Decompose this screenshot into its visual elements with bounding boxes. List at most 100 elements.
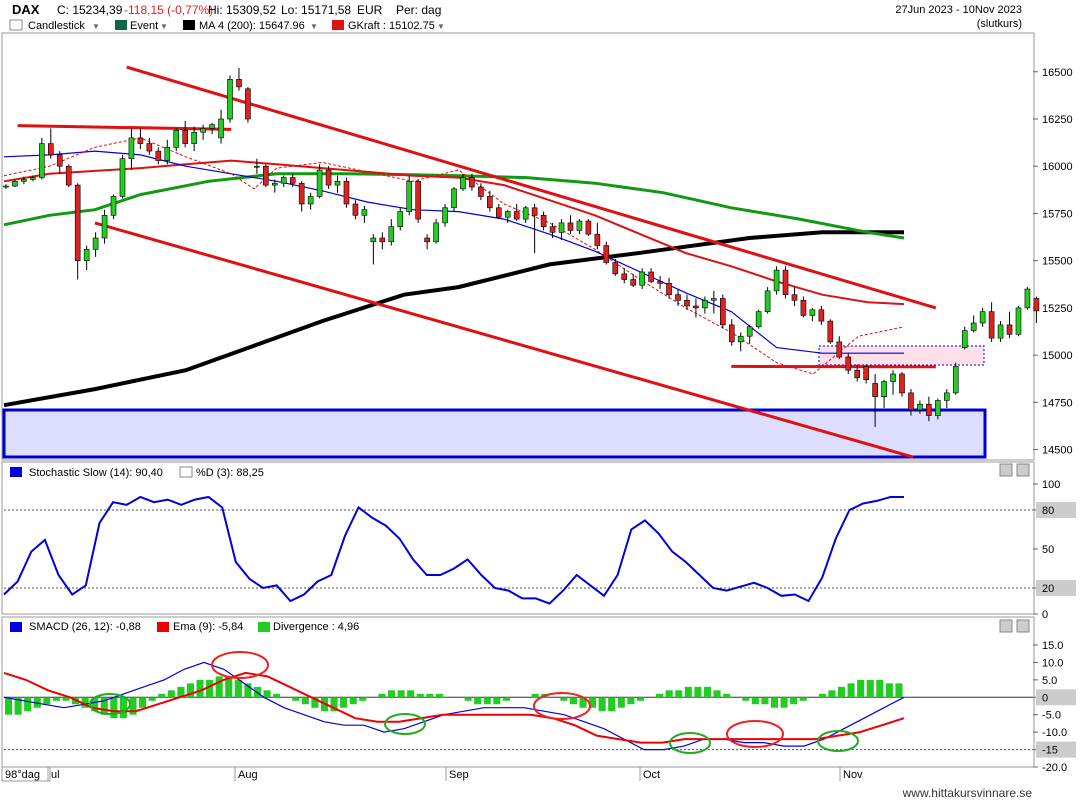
annotation-ellipse <box>89 693 131 715</box>
candle-body <box>200 128 206 133</box>
divergence-bar <box>761 697 769 705</box>
legend-event[interactable]: Event <box>130 20 158 32</box>
divergence-bar <box>292 697 300 701</box>
divergence-bar <box>244 683 252 698</box>
series-blue-ma <box>3 150 904 354</box>
dropdown-icon[interactable]: ▼ <box>310 22 318 31</box>
divergence-bar <box>790 697 798 705</box>
candle-body <box>263 165 269 186</box>
candle-body <box>406 181 413 212</box>
divergence-bar <box>129 697 137 715</box>
divergence-bar <box>148 697 156 701</box>
divergence-bar <box>608 697 616 712</box>
series-channel-lower <box>94 221 914 459</box>
stoch-tick-label: 20 <box>1042 583 1054 595</box>
divergence-bar <box>24 697 32 712</box>
candle-body <box>818 309 825 322</box>
lo: Lo: 15171,58 <box>281 3 351 17</box>
candle-body <box>146 143 153 152</box>
candle-body <box>576 220 583 231</box>
main-axis: 14500 14750 15000 15250 15500 15750 16000 16250… <box>1033 67 1073 457</box>
divergence-bar <box>330 697 338 712</box>
divergence-bar <box>464 697 472 701</box>
currency: EUR <box>357 3 383 17</box>
candle-body <box>460 177 466 190</box>
candle-body <box>173 130 180 148</box>
legend-ema: Ema (9): -5,84 <box>173 621 243 633</box>
divergence-bar <box>656 693 664 698</box>
period: Per: dag <box>396 3 441 17</box>
candle-body <box>728 324 735 343</box>
candle-body <box>666 283 672 295</box>
candle-body <box>83 249 90 261</box>
candle-body <box>343 181 350 205</box>
divergence-bar <box>675 690 683 698</box>
legend-candlestick[interactable]: Candlestick <box>28 20 85 32</box>
divergence-bar <box>263 690 271 698</box>
divergence-bar <box>215 676 223 698</box>
divergence-bar <box>560 697 568 701</box>
candle-body <box>809 309 816 316</box>
candle-body <box>92 237 99 250</box>
divergence-bar <box>52 697 60 701</box>
candle-body <box>280 177 287 184</box>
candle-body <box>531 207 538 216</box>
smacd-line <box>3 661 905 751</box>
candle-body <box>639 271 645 286</box>
candle-body <box>478 186 484 197</box>
legend-stoch: Stochastic Slow (14): 90,40 <box>29 467 163 479</box>
divergence-bar <box>91 697 99 712</box>
candle-body <box>487 196 493 209</box>
candle-body <box>352 203 359 216</box>
candle-body <box>289 177 296 184</box>
candle-body <box>3 185 9 188</box>
annotation-ellipse <box>669 732 711 754</box>
dropdown-icon[interactable]: ▼ <box>160 22 168 31</box>
candle-body <box>961 330 968 348</box>
divergence-bar <box>866 679 874 698</box>
divergence-bar <box>196 679 204 698</box>
month-label: ul <box>51 769 60 781</box>
candle-body <box>65 165 72 186</box>
divergence-bar <box>703 686 712 698</box>
candle-body <box>908 392 914 411</box>
legend-ma[interactable]: MA 4 (200): 15647.96 <box>199 20 305 32</box>
divergence-bar <box>43 697 51 705</box>
divergence-bar <box>311 697 319 708</box>
divergence-bar <box>770 697 779 708</box>
panel-tools[interactable] <box>999 463 1030 633</box>
legend-smacd: SMACD (26, 12): -0,88 <box>29 621 141 633</box>
candle-body <box>612 262 619 275</box>
dropdown-icon[interactable]: ▼ <box>437 22 445 31</box>
main-panel <box>1 32 1035 461</box>
candle-body <box>209 124 215 129</box>
legend-pctd: %D (3): 88,25 <box>196 467 264 479</box>
candle-body <box>791 294 798 301</box>
smacd-tick-label: -20.0 <box>1042 762 1067 774</box>
dropdown-icon[interactable]: ▼ <box>92 22 100 31</box>
divergence-bar <box>225 676 233 698</box>
candle-body <box>890 373 896 382</box>
divergence-bar <box>751 697 759 705</box>
month-label: Aug <box>238 769 258 781</box>
legend-gkraft[interactable]: GKraft : 15102.75 <box>348 20 435 32</box>
ema-line <box>3 671 905 744</box>
candle-body <box>764 290 771 312</box>
divergence-bar <box>110 697 118 719</box>
candle-body <box>603 245 610 263</box>
annotation-ellipse <box>384 713 426 735</box>
candle-body <box>585 220 592 235</box>
candle-body <box>917 403 923 411</box>
candle-body <box>39 143 45 178</box>
divergence-bar <box>177 686 185 698</box>
candle-body <box>540 215 547 227</box>
stoch-series: 0 20 50 80 100 <box>3 479 1076 621</box>
candle-body <box>675 294 681 301</box>
main-legend: Candlestick ▼ Event ▼ MA 4 (200): 15647.… <box>9 19 445 32</box>
month-label: Sep <box>449 769 469 781</box>
divergence-bar <box>81 697 89 708</box>
y-tick-label: 16500 <box>1042 67 1073 79</box>
candle-body <box>110 196 117 216</box>
candle-body <box>245 88 251 120</box>
divergence-bar <box>167 690 175 698</box>
